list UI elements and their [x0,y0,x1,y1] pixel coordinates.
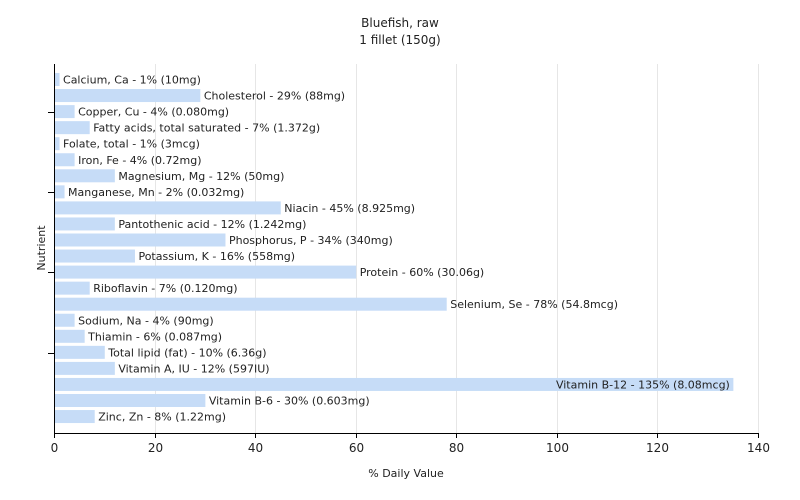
bar-label: Iron, Fe - 4% (0.72mg) [78,154,201,167]
x-tick-label: 140 [747,441,770,455]
bar-label: Manganese, Mn - 2% (0.032mg) [68,186,244,199]
bar [54,89,201,103]
bar [54,153,75,167]
bar-label: Total lipid (fat) - 10% (6.36g) [107,346,266,359]
bar [54,297,447,311]
x-tick-label: 60 [349,441,364,455]
bar-label: Thiamin - 6% (0.087mg) [87,330,222,343]
bars: Calcium, Ca - 1% (10mg)Cholesterol - 29%… [54,73,734,424]
bar [54,249,135,263]
bar [54,361,115,375]
bar [54,217,115,231]
y-axis-label: Nutrient [35,225,48,271]
bar [54,394,206,407]
x-tick-label: 20 [148,441,163,455]
bar-label: Vitamin A, IU - 12% (597IU) [118,362,269,375]
bar [54,169,115,183]
x-tick-label: 0 [51,441,59,455]
bar-label: Cholesterol - 29% (88mg) [204,90,345,103]
grid [155,64,759,433]
bar [54,410,95,424]
bar-label: Sodium, Na - 4% (90mg) [78,314,214,327]
bar-label: Niacin - 45% (8.925mg) [284,202,415,215]
bar [54,233,226,247]
bar [54,345,105,359]
x-tick-label: 100 [546,441,569,455]
bar [54,185,65,199]
bar-label: Phosphorus, P - 34% (340mg) [229,234,393,247]
bar [54,377,734,391]
bar-label: Protein - 60% (30.06g) [360,266,485,279]
bar-label: Vitamin B-12 - 135% (8.08mcg) [556,378,730,391]
chart-subtitle: 1 fillet (150g) [359,33,440,47]
x-tick-label: 40 [248,441,263,455]
bar [54,105,75,119]
bar-label: Pantothenic acid - 12% (1.242mg) [118,218,306,231]
bar-label: Copper, Cu - 4% (0.080mg) [78,106,229,119]
bar-label: Zinc, Zn - 8% (1.22mg) [98,411,226,424]
bar-label: Fatty acids, total saturated - 7% (1.372… [93,122,320,135]
bar [54,313,75,327]
bar [54,121,90,135]
bar-label: Potassium, K - 16% (558mg) [138,250,295,263]
bar-label: Folate, total - 1% (3mcg) [63,138,200,151]
bar-label: Vitamin B-6 - 30% (0.603mg) [209,395,370,408]
bar [54,329,85,343]
chart-title: Bluefish, raw [361,16,439,30]
bar [54,265,357,279]
x-tick-label: 80 [449,441,464,455]
x-tick-label: 120 [646,441,669,455]
bar-label: Riboflavin - 7% (0.120mg) [93,282,237,295]
x-axis-label: % Daily Value [368,467,444,480]
bar [54,281,90,295]
bar-label: Magnesium, Mg - 12% (50mg) [118,170,284,183]
bar [54,73,60,86]
bar-label: Selenium, Se - 78% (54.8mcg) [450,298,618,311]
bar [54,137,60,151]
bar [54,201,281,215]
axes: 0 20 40 60 80 100 120 140 [48,64,770,455]
bar-label: Calcium, Ca - 1% (10mg) [63,74,201,87]
